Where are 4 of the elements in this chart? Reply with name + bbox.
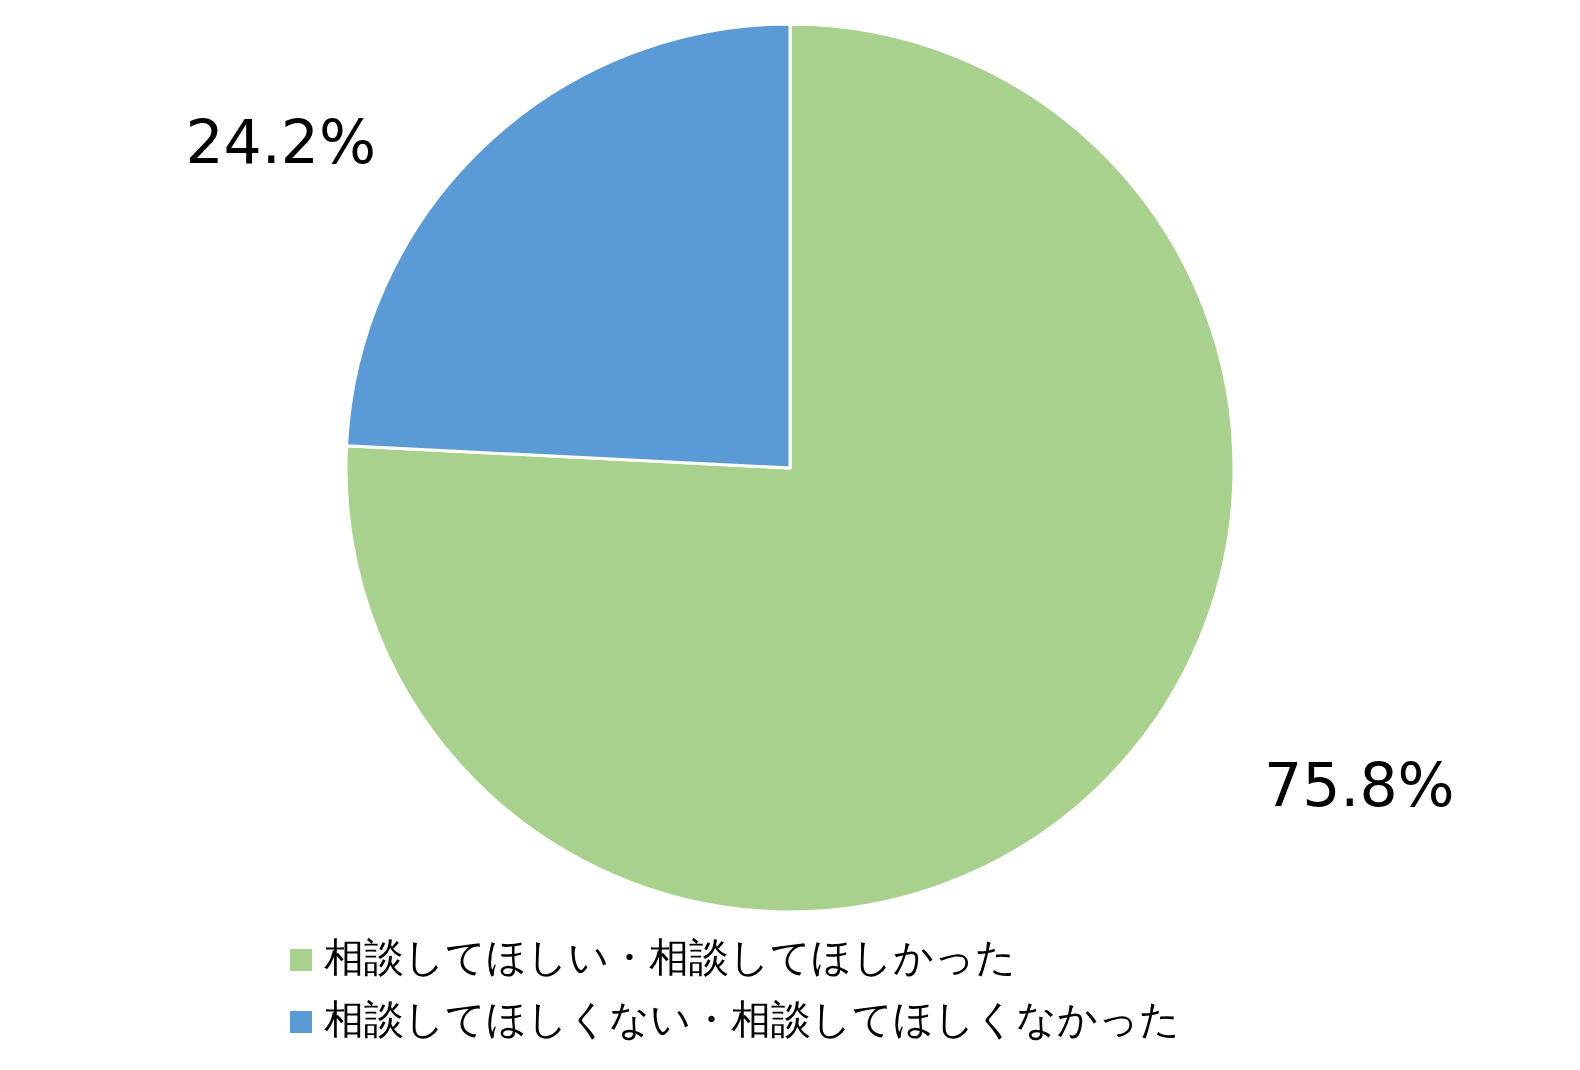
data-label: 75.8%: [1264, 750, 1455, 821]
legend-label: 相談してほしくない・相談してほしくなかった: [324, 996, 1180, 1042]
data-label: 24.2%: [185, 106, 376, 177]
legend-label: 相談してほしい・相談してほしかった: [324, 934, 1016, 980]
